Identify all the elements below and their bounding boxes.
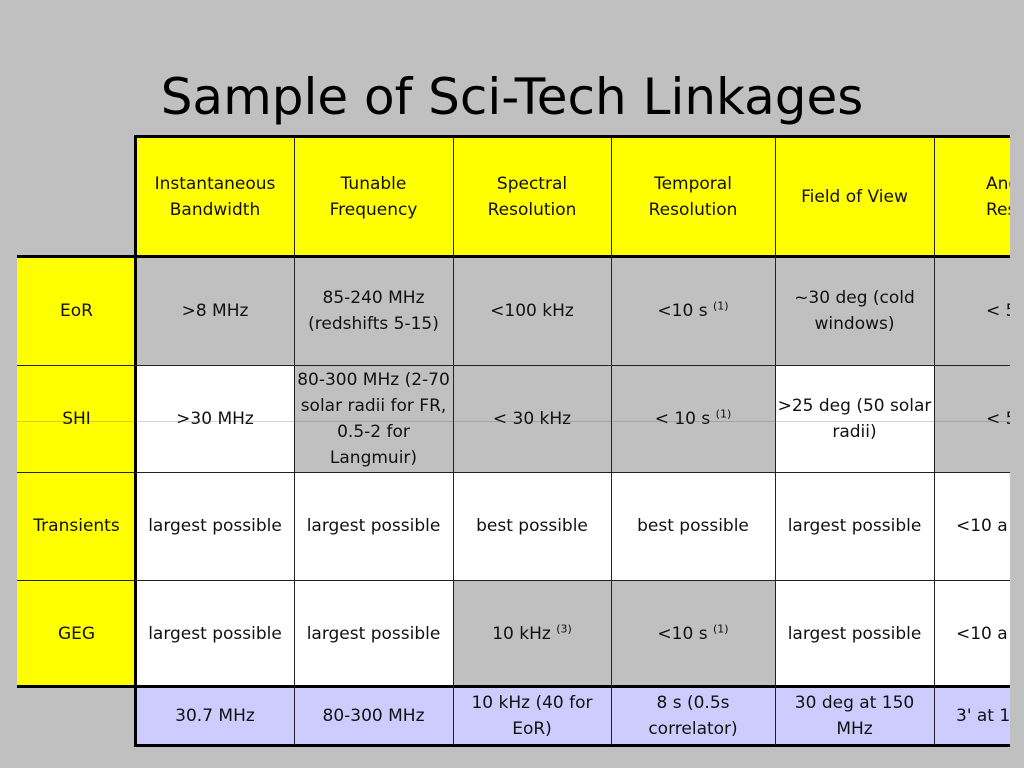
geg-fov: largest possible	[775, 580, 934, 687]
label-column-border	[134, 135, 137, 747]
footer-bandwidth: 30.7 MHz	[136, 687, 294, 745]
transients-frequency: largest possible	[294, 472, 453, 580]
header-tunable-frequency: Tunable Frequency	[294, 137, 453, 257]
header-instantaneous-bandwidth: Instantaneous Bandwidth	[136, 137, 294, 257]
eor-temporal: <10 s (1)	[611, 257, 775, 365]
eor-bandwidth: >8 MHz	[136, 257, 294, 365]
geg-frequency: largest possible	[294, 580, 453, 687]
geg-temporal: <10 s (1)	[611, 580, 775, 687]
row-label-eor: EoR	[17, 257, 136, 365]
col-divider	[934, 137, 935, 745]
row-divider	[17, 365, 1010, 366]
transients-spectral: best possible	[453, 472, 611, 580]
geg-angular: <10 a	[934, 580, 1010, 687]
footer-frequency: 80-300 MHz	[294, 687, 453, 745]
slide-title: Sample of Sci-Tech Linkages	[160, 68, 864, 126]
col-divider	[775, 137, 776, 745]
shi-frequency: 80-300 MHz (2-70 solar radii for FR, 0.5…	[294, 365, 453, 472]
transients-temporal: best possible	[611, 472, 775, 580]
eor-angular: < 5	[934, 257, 1010, 365]
geg-bandwidth: largest possible	[136, 580, 294, 687]
col-divider	[611, 137, 612, 745]
footer-spectral: 10 kHz (40 for EoR)	[453, 687, 611, 745]
shi-fov: >25 deg (50 solar radii)	[775, 365, 934, 472]
transients-bandwidth: largest possible	[136, 472, 294, 580]
header-angular-resolution: Ang Resol	[934, 137, 1010, 257]
table-bottom-border	[134, 744, 1010, 747]
transients-fov: largest possible	[775, 472, 934, 580]
transients-angular: <10 a	[934, 472, 1010, 580]
eor-frequency: 85-240 MHz (redshifts 5-15)	[294, 257, 453, 365]
row-label-shi: SHI	[17, 365, 136, 472]
shi-angular: < 5	[934, 365, 1010, 472]
table-top-border	[134, 135, 1010, 138]
header-temporal-resolution: Temporal Resolution	[611, 137, 775, 257]
header-spectral-resolution: Spectral Resolution	[453, 137, 611, 257]
faint-guide-line	[17, 421, 1010, 422]
footer-angular: 3' at 15	[934, 687, 1010, 745]
header-field-of-view: Field of View	[775, 137, 934, 257]
shi-temporal: < 10 s (1)	[611, 365, 775, 472]
geg-spectral: 10 kHz (3)	[453, 580, 611, 687]
row-label-geg: GEG	[17, 580, 136, 687]
row-divider	[17, 472, 1010, 473]
eor-fov: ~30 deg (cold windows)	[775, 257, 934, 365]
col-divider	[294, 137, 295, 745]
body-bottom-border	[17, 685, 1010, 688]
shi-bandwidth: >30 MHz	[136, 365, 294, 472]
row-label-transients: Transients	[17, 472, 136, 580]
col-divider	[453, 137, 454, 745]
header-bottom-border	[17, 255, 1010, 258]
row-divider	[17, 580, 1010, 581]
eor-spectral: <100 kHz	[453, 257, 611, 365]
shi-spectral: < 30 kHz	[453, 365, 611, 472]
footer-temporal: 8 s (0.5s correlator)	[611, 687, 775, 745]
footer-fov: 30 deg at 150 MHz	[775, 687, 934, 745]
